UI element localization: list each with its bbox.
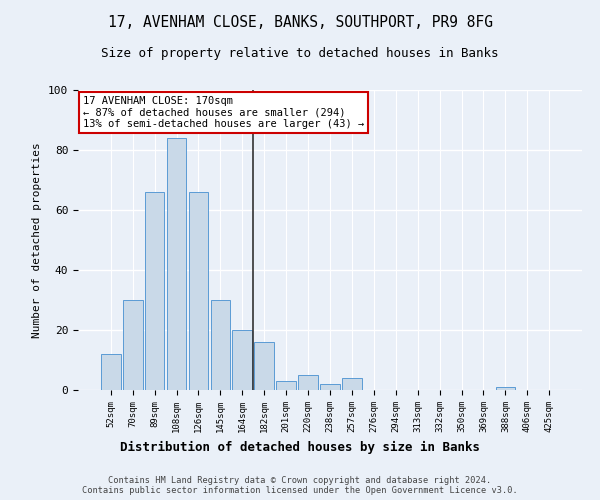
Bar bbox=[496, 387, 515, 390]
Bar bbox=[101, 354, 121, 390]
Bar bbox=[145, 192, 164, 390]
Bar bbox=[320, 384, 340, 390]
Bar bbox=[298, 375, 318, 390]
Text: Size of property relative to detached houses in Banks: Size of property relative to detached ho… bbox=[101, 48, 499, 60]
Text: 17, AVENHAM CLOSE, BANKS, SOUTHPORT, PR9 8FG: 17, AVENHAM CLOSE, BANKS, SOUTHPORT, PR9… bbox=[107, 15, 493, 30]
Bar bbox=[211, 300, 230, 390]
Text: 17 AVENHAM CLOSE: 170sqm
← 87% of detached houses are smaller (294)
13% of semi-: 17 AVENHAM CLOSE: 170sqm ← 87% of detach… bbox=[83, 96, 364, 129]
Text: Distribution of detached houses by size in Banks: Distribution of detached houses by size … bbox=[120, 441, 480, 454]
Bar bbox=[342, 378, 362, 390]
Text: Contains HM Land Registry data © Crown copyright and database right 2024.
Contai: Contains HM Land Registry data © Crown c… bbox=[82, 476, 518, 495]
Bar bbox=[232, 330, 252, 390]
Bar bbox=[254, 342, 274, 390]
Bar bbox=[123, 300, 143, 390]
Y-axis label: Number of detached properties: Number of detached properties bbox=[32, 142, 43, 338]
Bar bbox=[188, 192, 208, 390]
Bar bbox=[276, 381, 296, 390]
Bar bbox=[167, 138, 187, 390]
